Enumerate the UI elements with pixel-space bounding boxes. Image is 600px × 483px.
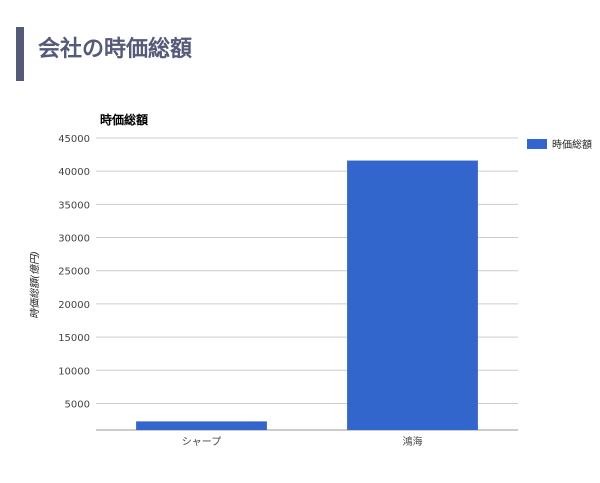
x-tick-label: シャープ bbox=[182, 436, 221, 448]
y-tick-label: 5000 bbox=[65, 399, 90, 410]
legend-swatch bbox=[527, 139, 547, 149]
bar bbox=[347, 160, 478, 430]
title-accent-bar bbox=[16, 27, 24, 81]
page-title: 会社の時価総額 bbox=[38, 37, 193, 62]
y-tick-label: 40000 bbox=[58, 167, 90, 178]
y-tick-label: 30000 bbox=[58, 234, 90, 245]
y-tick-label: 25000 bbox=[58, 267, 90, 278]
y-tick-label: 10000 bbox=[58, 366, 90, 377]
legend-label: 時価総額 bbox=[552, 138, 592, 151]
chart-title: 時価総額 bbox=[100, 112, 148, 127]
y-tick-label: 15000 bbox=[58, 333, 90, 344]
legend: 時価総額 bbox=[527, 138, 592, 151]
y-axis-ticks: 5000 10000 15000 20000 25000 30000 35000 40000 4… bbox=[58, 134, 90, 410]
bar bbox=[136, 421, 267, 430]
bars bbox=[136, 160, 478, 430]
x-axis-ticks: シャープ 鴻海 bbox=[182, 435, 423, 448]
y-axis-label: 時価総額(億円) bbox=[29, 251, 41, 319]
y-tick-label: 45000 bbox=[58, 134, 90, 145]
y-tick-label: 20000 bbox=[58, 300, 90, 311]
y-tick-label: 35000 bbox=[58, 200, 90, 211]
x-tick-label: 鴻海 bbox=[403, 435, 423, 448]
